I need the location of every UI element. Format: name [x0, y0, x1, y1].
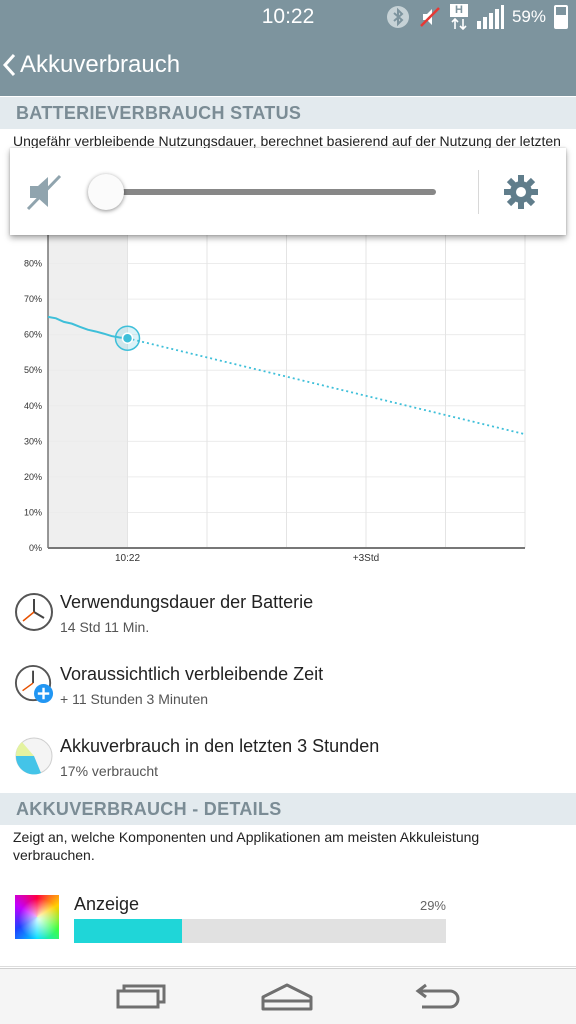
battery-chart: 0% 10% 20% 30% 40% 50% 60% 70% 80% 10:22 +3Std — [24, 235, 526, 564]
battery-icon — [554, 5, 568, 29]
y-tick-label: 40% — [24, 401, 42, 411]
back-arrow-icon[interactable] — [410, 981, 466, 1013]
usage-bar — [74, 919, 446, 943]
y-tick-label: 50% — [24, 365, 42, 375]
section-description-details: Zeigt an, welche Komponenten und Applika… — [13, 829, 480, 863]
info-item-last-3-hours[interactable]: Akkuverbrauch in den letzten 3 Stunden 1… — [0, 736, 576, 806]
display-icon — [15, 895, 59, 939]
clock-plus-icon — [14, 664, 54, 704]
section-header-status: BATTERIEVERBRAUCH STATUS — [0, 97, 576, 129]
clock-icon — [15, 593, 53, 631]
signal-icon — [476, 5, 504, 29]
info-title: Akkuverbrauch in den letzten 3 Stunden — [60, 736, 380, 756]
volume-slider-track[interactable] — [106, 189, 436, 195]
info-item-usage-time[interactable]: Verwendungsdauer der Batterie 14 Std 11 … — [0, 592, 576, 662]
detail-item-percent: 29% — [419, 898, 446, 913]
network-type-label: H — [449, 4, 468, 17]
x-tick-label: 10:22 — [115, 553, 140, 564]
current-marker — [121, 332, 134, 344]
battery-percent: 59% — [511, 7, 546, 26]
y-tick-label: 70% — [24, 294, 42, 304]
info-item-remaining-time[interactable]: Voraussichtlich verbleibende Zeit + 11 S… — [0, 664, 576, 734]
detail-item-display[interactable]: Anzeige 29% — [0, 885, 576, 955]
volume-slider-thumb[interactable] — [88, 174, 124, 210]
x-tick-label: +3Std — [353, 553, 379, 564]
app-bar: Akkuverbrauch — [0, 36, 576, 96]
status-time: 10:22 — [261, 5, 315, 28]
recent-apps-icon[interactable] — [112, 981, 168, 1013]
divider — [0, 966, 576, 967]
page-title[interactable]: Akkuverbrauch — [20, 51, 181, 78]
gear-icon[interactable] — [501, 172, 541, 212]
chevron-left-icon[interactable] — [2, 52, 18, 78]
detail-item-name: Anzeige — [74, 894, 140, 914]
info-subtitle: + 11 Stunden 3 Minuten — [60, 691, 209, 707]
data-h-icon: H — [449, 4, 468, 30]
info-title: Verwendungsdauer der Batterie — [60, 592, 314, 612]
y-tick-label: 0% — [29, 543, 42, 553]
info-subtitle: 14 Std 11 Min. — [60, 619, 150, 635]
no-sound-icon — [420, 7, 440, 27]
section-header-details: AKKUVERBRAUCH - DETAILS — [0, 793, 576, 825]
info-title: Voraussichtlich verbleibende Zeit — [60, 664, 324, 684]
section-description-status: Ungefähr verbleibende Nutzungsdauer, ber… — [13, 133, 561, 149]
info-subtitle: 17% verbraucht — [60, 763, 159, 779]
y-tick-label: 80% — [24, 259, 42, 269]
y-tick-label: 10% — [24, 507, 42, 517]
y-tick-label: 60% — [24, 330, 42, 340]
y-tick-label: 30% — [24, 436, 42, 446]
volume-popup — [10, 148, 566, 235]
speaker-muted-icon[interactable] — [24, 172, 64, 212]
y-tick-label: 20% — [24, 472, 42, 482]
divider — [478, 170, 479, 214]
usage-bar-fill — [74, 919, 182, 943]
navigation-bar — [0, 968, 576, 1024]
past-region — [48, 235, 128, 548]
pie-chart-icon — [15, 737, 53, 775]
projected-line — [127, 337, 526, 436]
home-icon[interactable] — [259, 981, 315, 1013]
usage-line — [47, 315, 128, 340]
status-icons: H 59% — [386, 4, 568, 30]
status-bar: 10:22 H 59% — [0, 0, 576, 36]
bluetooth-icon — [386, 6, 409, 28]
